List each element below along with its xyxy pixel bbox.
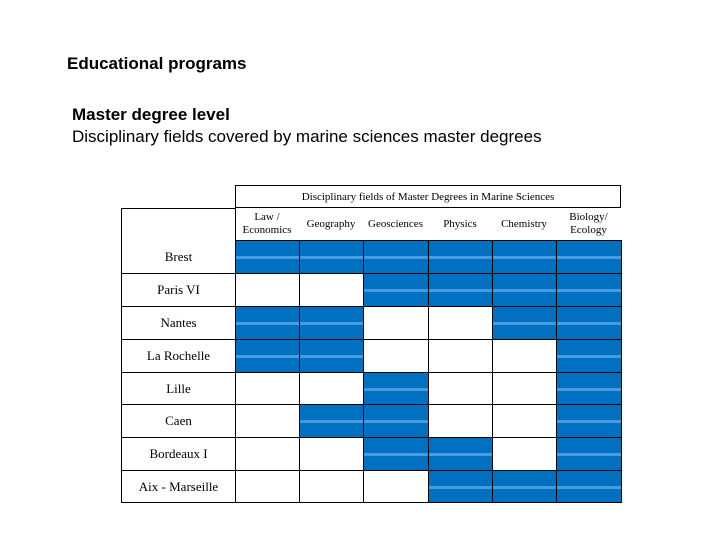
table-cell-empty: [363, 470, 429, 503]
column-header: Geosciences: [368, 217, 423, 230]
table-cell-empty: [363, 306, 429, 340]
table-cell-covered: [235, 339, 300, 373]
table-cell-empty: [428, 339, 493, 373]
table-cell-empty: [235, 273, 300, 307]
row-label: Brest: [121, 208, 236, 274]
table-cell-covered: [428, 437, 493, 471]
table-cell-empty: [428, 404, 493, 438]
table-cell-covered: [556, 306, 622, 340]
table-cell-empty: [492, 437, 557, 471]
table-cell-covered: [492, 306, 557, 340]
table-cell-empty: [299, 372, 364, 405]
table-cell-covered: [235, 306, 300, 340]
table-cell-covered: [428, 273, 493, 307]
table-cell-covered: [556, 404, 622, 438]
table-cell-empty: [363, 339, 429, 373]
table-cell-covered: [299, 339, 364, 373]
column-header: Physics: [443, 217, 477, 230]
table-cell-empty: [299, 437, 364, 471]
table-cell-covered: [363, 273, 429, 307]
table-cell-empty: [299, 273, 364, 307]
table-cell-covered: [428, 240, 493, 274]
description-text: Disciplinary fields covered by marine sc…: [72, 127, 542, 146]
row-label: Aix - Marseille: [121, 470, 236, 503]
table-cell-covered: [428, 470, 493, 503]
table-cell-covered: [492, 273, 557, 307]
table-super-header: Disciplinary fields of Master Degrees in…: [235, 185, 621, 208]
row-label: La Rochelle: [121, 339, 236, 373]
column-header: Chemistry: [501, 217, 547, 230]
table-cell-covered: [556, 240, 622, 274]
table-cell-covered: [299, 306, 364, 340]
table-cell-covered: [556, 273, 622, 307]
table-cell-empty: [428, 372, 493, 405]
table-cell-covered: [556, 372, 622, 405]
column-header: Biology/ Ecology: [569, 211, 608, 236]
table-cell-covered: [492, 470, 557, 503]
table-cell-empty: [235, 404, 300, 438]
table-cell-empty: [235, 437, 300, 471]
table-cell-covered: [235, 240, 300, 274]
table-cell-covered: [556, 470, 622, 503]
column-header: Law / Economics: [242, 211, 292, 236]
table-cell-covered: [492, 240, 557, 274]
table-cell-covered: [556, 339, 622, 373]
table-cell-empty: [299, 470, 364, 503]
row-label: Paris VI: [121, 273, 236, 307]
table-cell-empty: [428, 306, 493, 340]
row-label: Nantes: [121, 306, 236, 340]
table-cell-empty: [492, 339, 557, 373]
table-cell-covered: [363, 372, 429, 405]
table-cell-covered: [556, 437, 622, 471]
level-heading: Master degree level: [72, 105, 230, 124]
row-label: Caen: [121, 404, 236, 438]
table-cell-covered: [299, 240, 364, 274]
table-cell-covered: [363, 404, 429, 438]
table-cell-empty: [492, 372, 557, 405]
table-cell-covered: [363, 240, 429, 274]
table-cell-covered: [299, 404, 364, 438]
row-label: Lille: [121, 372, 236, 405]
table-cell-covered: [363, 437, 429, 471]
row-label: Bordeaux I: [121, 437, 236, 471]
table-cell-empty: [235, 470, 300, 503]
column-header: Geography: [306, 217, 356, 230]
slide-title: Educational programs: [67, 54, 247, 73]
table-cell-empty: [235, 372, 300, 405]
table-cell-empty: [492, 404, 557, 438]
